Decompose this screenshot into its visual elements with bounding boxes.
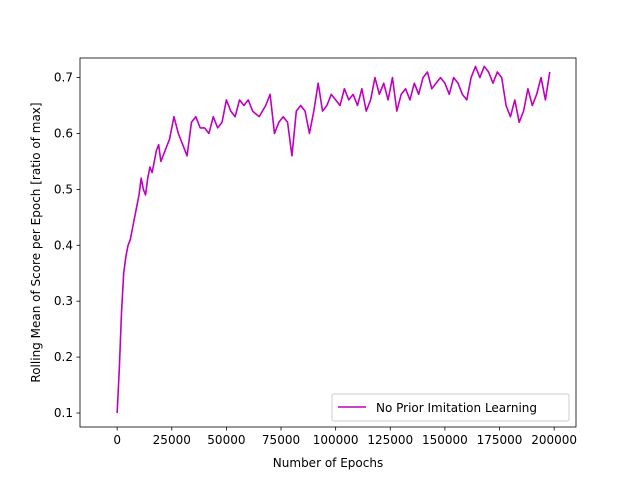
x-tick-label: 175000 [477,433,523,447]
y-tick-label: 0.1 [54,406,73,420]
legend: No Prior Imitation Learning [331,393,570,422]
series-line-0 [116,65,551,414]
x-tick-label: 125000 [367,433,413,447]
legend-label: No Prior Imitation Learning [376,401,537,415]
x-tick-label: 0 [113,433,121,447]
x-tick-label: 50000 [207,433,245,447]
x-axis-ticks: 0 25000 50000 75000 100000 125000 150000 175000… [113,427,577,447]
y-axis-label: Rolling Mean of Score per Epoch [ratio o… [29,102,43,382]
y-tick-label: 0.3 [54,294,73,308]
legend-box [331,393,570,422]
x-tick-label: 75000 [262,433,300,447]
x-axis-label: Number of Epochs [273,456,383,470]
x-tick-label: 150000 [422,433,468,447]
x-tick-label: 100000 [313,433,359,447]
y-axis-ticks: 0.1 0.2 0.3 0.4 0.5 0.6 0.7 [54,71,80,420]
y-tick-label: 0.4 [54,238,73,252]
y-tick-label: 0.6 [54,126,73,140]
plot-frame [79,57,577,428]
y-tick-label: 0.5 [54,182,73,196]
x-tick-label: 25000 [153,433,191,447]
y-tick-label: 0.2 [54,350,73,364]
series-layer [116,65,551,414]
x-tick-label: 200000 [531,433,577,447]
y-tick-label: 0.7 [54,71,73,85]
plot-background [80,58,576,427]
